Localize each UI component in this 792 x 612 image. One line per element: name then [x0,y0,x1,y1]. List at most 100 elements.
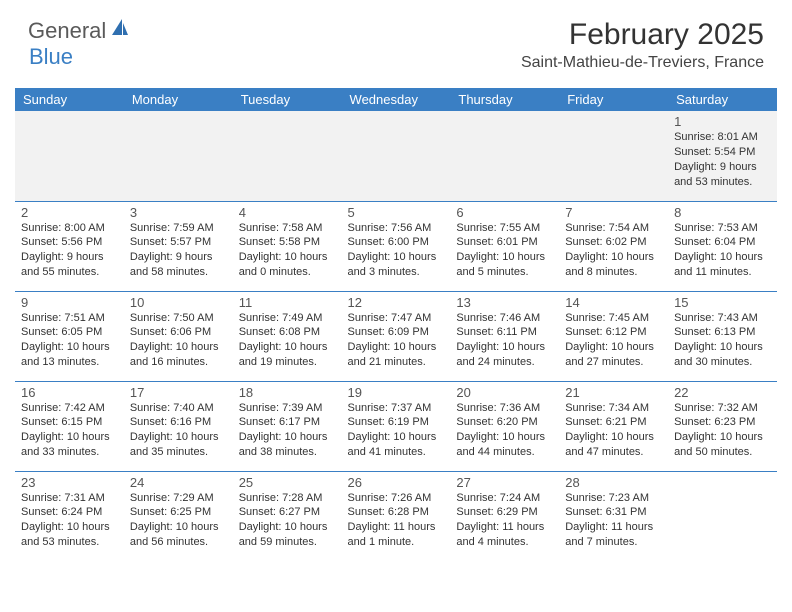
calendar-cell: 28Sunrise: 7:23 AMSunset: 6:31 PMDayligh… [559,471,668,561]
sunset-text: Sunset: 6:16 PM [130,415,227,430]
sunset-text: Sunset: 5:54 PM [674,145,771,160]
daylight2-text: and 33 minutes. [21,445,118,460]
calendar-cell: 23Sunrise: 7:31 AMSunset: 6:24 PMDayligh… [15,471,124,561]
day-number: 11 [239,295,336,310]
calendar-cell [559,111,668,201]
calendar-week-row: 16Sunrise: 7:42 AMSunset: 6:15 PMDayligh… [15,381,777,471]
day-number: 4 [239,205,336,220]
sunset-text: Sunset: 6:23 PM [674,415,771,430]
calendar-cell: 4Sunrise: 7:58 AMSunset: 5:58 PMDaylight… [233,201,342,291]
sunrise-text: Sunrise: 7:51 AM [21,311,118,326]
day-number: 6 [456,205,553,220]
day-number: 16 [21,385,118,400]
daylight1-text: Daylight: 10 hours [565,340,662,355]
day-number: 25 [239,475,336,490]
calendar-cell: 24Sunrise: 7:29 AMSunset: 6:25 PMDayligh… [124,471,233,561]
daylight2-text: and 1 minute. [348,535,445,550]
calendar-table: Sunday Monday Tuesday Wednesday Thursday… [15,88,777,561]
day-number: 12 [348,295,445,310]
sunset-text: Sunset: 6:12 PM [565,325,662,340]
day-number: 5 [348,205,445,220]
calendar-cell: 10Sunrise: 7:50 AMSunset: 6:06 PMDayligh… [124,291,233,381]
page-title: February 2025 [521,18,764,52]
daylight2-text: and 53 minutes. [674,175,771,190]
calendar-cell: 3Sunrise: 7:59 AMSunset: 5:57 PMDaylight… [124,201,233,291]
sunset-text: Sunset: 6:04 PM [674,235,771,250]
calendar-cell: 18Sunrise: 7:39 AMSunset: 6:17 PMDayligh… [233,381,342,471]
daylight1-text: Daylight: 11 hours [565,520,662,535]
day-number: 1 [674,114,771,129]
calendar-cell: 7Sunrise: 7:54 AMSunset: 6:02 PMDaylight… [559,201,668,291]
calendar-cell: 26Sunrise: 7:26 AMSunset: 6:28 PMDayligh… [342,471,451,561]
sunrise-text: Sunrise: 7:34 AM [565,401,662,416]
calendar-cell: 13Sunrise: 7:46 AMSunset: 6:11 PMDayligh… [450,291,559,381]
calendar-cell: 11Sunrise: 7:49 AMSunset: 6:08 PMDayligh… [233,291,342,381]
daylight2-text: and 56 minutes. [130,535,227,550]
day-number: 27 [456,475,553,490]
daylight2-text: and 44 minutes. [456,445,553,460]
daylight1-text: Daylight: 9 hours [674,160,771,175]
day-number: 23 [21,475,118,490]
calendar-cell: 2Sunrise: 8:00 AMSunset: 5:56 PMDaylight… [15,201,124,291]
day-number: 20 [456,385,553,400]
sunset-text: Sunset: 6:21 PM [565,415,662,430]
calendar-cell: 8Sunrise: 7:53 AMSunset: 6:04 PMDaylight… [668,201,777,291]
day-number: 10 [130,295,227,310]
sunset-text: Sunset: 6:25 PM [130,505,227,520]
sunrise-text: Sunrise: 7:42 AM [21,401,118,416]
sunrise-text: Sunrise: 7:47 AM [348,311,445,326]
sunrise-text: Sunrise: 7:56 AM [348,221,445,236]
day-number: 3 [130,205,227,220]
calendar-cell [233,111,342,201]
daylight1-text: Daylight: 9 hours [21,250,118,265]
daylight2-text: and 59 minutes. [239,535,336,550]
sunset-text: Sunset: 5:58 PM [239,235,336,250]
sunrise-text: Sunrise: 7:49 AM [239,311,336,326]
daylight1-text: Daylight: 10 hours [565,250,662,265]
daylight2-text: and 58 minutes. [130,265,227,280]
brand-sail-icon [110,17,130,37]
calendar-week-row: 23Sunrise: 7:31 AMSunset: 6:24 PMDayligh… [15,471,777,561]
daylight2-text: and 38 minutes. [239,445,336,460]
daylight2-text: and 50 minutes. [674,445,771,460]
col-header: Thursday [450,88,559,111]
daylight1-text: Daylight: 10 hours [239,520,336,535]
calendar-cell [15,111,124,201]
sunset-text: Sunset: 6:31 PM [565,505,662,520]
daylight2-text: and 41 minutes. [348,445,445,460]
sunset-text: Sunset: 6:06 PM [130,325,227,340]
calendar-cell: 20Sunrise: 7:36 AMSunset: 6:20 PMDayligh… [450,381,559,471]
day-number: 7 [565,205,662,220]
sunrise-text: Sunrise: 8:00 AM [21,221,118,236]
location-label: Saint-Mathieu-de-Treviers, France [521,54,764,72]
daylight2-text: and 53 minutes. [21,535,118,550]
calendar-cell [342,111,451,201]
daylight2-text: and 13 minutes. [21,355,118,370]
col-header: Wednesday [342,88,451,111]
daylight2-text: and 30 minutes. [674,355,771,370]
col-header: Tuesday [233,88,342,111]
day-number: 22 [674,385,771,400]
brand-word1: General [28,18,106,44]
daylight1-text: Daylight: 10 hours [674,430,771,445]
sunrise-text: Sunrise: 7:29 AM [130,491,227,506]
sunset-text: Sunset: 6:20 PM [456,415,553,430]
daylight1-text: Daylight: 10 hours [21,340,118,355]
day-number: 21 [565,385,662,400]
sunset-text: Sunset: 5:56 PM [21,235,118,250]
sunset-text: Sunset: 6:08 PM [239,325,336,340]
daylight2-text: and 3 minutes. [348,265,445,280]
daylight1-text: Daylight: 10 hours [130,430,227,445]
daylight1-text: Daylight: 10 hours [130,340,227,355]
sunrise-text: Sunrise: 8:01 AM [674,130,771,145]
col-header: Friday [559,88,668,111]
daylight1-text: Daylight: 10 hours [456,430,553,445]
daylight1-text: Daylight: 10 hours [674,250,771,265]
sunrise-text: Sunrise: 7:36 AM [456,401,553,416]
sunrise-text: Sunrise: 7:54 AM [565,221,662,236]
daylight1-text: Daylight: 10 hours [130,520,227,535]
daylight1-text: Daylight: 10 hours [348,250,445,265]
sunset-text: Sunset: 6:00 PM [348,235,445,250]
daylight1-text: Daylight: 10 hours [674,340,771,355]
day-number: 17 [130,385,227,400]
